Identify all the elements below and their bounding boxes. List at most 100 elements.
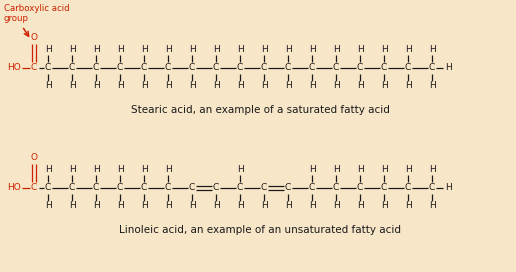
Text: H: H xyxy=(44,165,52,175)
Text: C: C xyxy=(31,63,37,73)
Text: HO: HO xyxy=(7,184,21,193)
Text: H: H xyxy=(357,45,363,54)
Text: C: C xyxy=(405,63,411,73)
Text: H: H xyxy=(237,82,244,91)
Text: H: H xyxy=(141,165,148,175)
Text: C: C xyxy=(405,184,411,193)
Text: H: H xyxy=(213,45,219,54)
Text: H: H xyxy=(117,202,123,211)
Text: C: C xyxy=(69,184,75,193)
Text: H: H xyxy=(309,202,315,211)
Text: H: H xyxy=(189,202,196,211)
Text: C: C xyxy=(93,184,99,193)
Text: H: H xyxy=(93,45,100,54)
Text: C: C xyxy=(381,63,387,73)
Text: C: C xyxy=(31,184,37,193)
Text: H: H xyxy=(165,202,171,211)
Text: H: H xyxy=(285,202,292,211)
Text: H: H xyxy=(405,82,411,91)
Text: C: C xyxy=(93,63,99,73)
Text: Carboxylic acid
group: Carboxylic acid group xyxy=(4,4,70,23)
Text: H: H xyxy=(44,45,52,54)
Text: H: H xyxy=(189,45,196,54)
Text: H: H xyxy=(261,202,267,211)
Text: C: C xyxy=(381,184,387,193)
Text: H: H xyxy=(237,202,244,211)
Text: Linoleic acid, an example of an unsaturated fatty acid: Linoleic acid, an example of an unsatura… xyxy=(119,225,401,235)
Text: H: H xyxy=(117,45,123,54)
Text: C: C xyxy=(429,184,435,193)
Text: H: H xyxy=(261,45,267,54)
Text: H: H xyxy=(189,82,196,91)
Text: H: H xyxy=(261,82,267,91)
Text: H: H xyxy=(333,165,340,175)
Text: H: H xyxy=(381,82,388,91)
Text: H: H xyxy=(357,165,363,175)
Text: C: C xyxy=(189,63,195,73)
Text: H: H xyxy=(237,45,244,54)
Text: C: C xyxy=(285,63,291,73)
Text: H: H xyxy=(333,202,340,211)
Text: H: H xyxy=(69,45,75,54)
Text: H: H xyxy=(429,82,436,91)
Text: H: H xyxy=(285,82,292,91)
Text: C: C xyxy=(357,63,363,73)
Text: H: H xyxy=(429,45,436,54)
Text: C: C xyxy=(45,184,51,193)
Text: H: H xyxy=(69,165,75,175)
Text: H: H xyxy=(141,82,148,91)
Text: H: H xyxy=(165,45,171,54)
Text: C: C xyxy=(213,63,219,73)
Text: HO: HO xyxy=(7,63,21,73)
Text: H: H xyxy=(445,63,452,73)
Text: H: H xyxy=(445,184,452,193)
Text: C: C xyxy=(45,63,51,73)
Text: H: H xyxy=(69,202,75,211)
Text: C: C xyxy=(261,184,267,193)
Text: H: H xyxy=(213,82,219,91)
Text: H: H xyxy=(333,45,340,54)
Text: H: H xyxy=(141,45,148,54)
Text: C: C xyxy=(429,63,435,73)
Text: H: H xyxy=(285,45,292,54)
Text: C: C xyxy=(117,63,123,73)
Text: H: H xyxy=(165,165,171,175)
Text: C: C xyxy=(141,63,147,73)
Text: C: C xyxy=(165,63,171,73)
Text: H: H xyxy=(357,82,363,91)
Text: H: H xyxy=(93,165,100,175)
Text: H: H xyxy=(381,202,388,211)
Text: H: H xyxy=(357,202,363,211)
Text: C: C xyxy=(333,184,339,193)
Text: H: H xyxy=(141,202,148,211)
Text: C: C xyxy=(213,184,219,193)
Text: H: H xyxy=(117,82,123,91)
Text: C: C xyxy=(237,63,243,73)
Text: C: C xyxy=(165,184,171,193)
Text: C: C xyxy=(357,184,363,193)
Text: C: C xyxy=(141,184,147,193)
Text: C: C xyxy=(117,184,123,193)
Text: H: H xyxy=(93,202,100,211)
Text: C: C xyxy=(285,184,291,193)
Text: H: H xyxy=(381,45,388,54)
Text: H: H xyxy=(429,165,436,175)
Text: C: C xyxy=(69,63,75,73)
Text: H: H xyxy=(44,202,52,211)
Text: H: H xyxy=(405,45,411,54)
Text: H: H xyxy=(309,45,315,54)
Text: C: C xyxy=(309,184,315,193)
Text: C: C xyxy=(309,63,315,73)
Text: H: H xyxy=(93,82,100,91)
Text: H: H xyxy=(309,82,315,91)
Text: H: H xyxy=(117,165,123,175)
Text: H: H xyxy=(69,82,75,91)
Text: O: O xyxy=(30,153,38,162)
Text: C: C xyxy=(189,184,195,193)
Text: C: C xyxy=(261,63,267,73)
Text: H: H xyxy=(213,202,219,211)
Text: H: H xyxy=(237,165,244,175)
Text: H: H xyxy=(381,165,388,175)
Text: O: O xyxy=(30,33,38,42)
Text: H: H xyxy=(429,202,436,211)
